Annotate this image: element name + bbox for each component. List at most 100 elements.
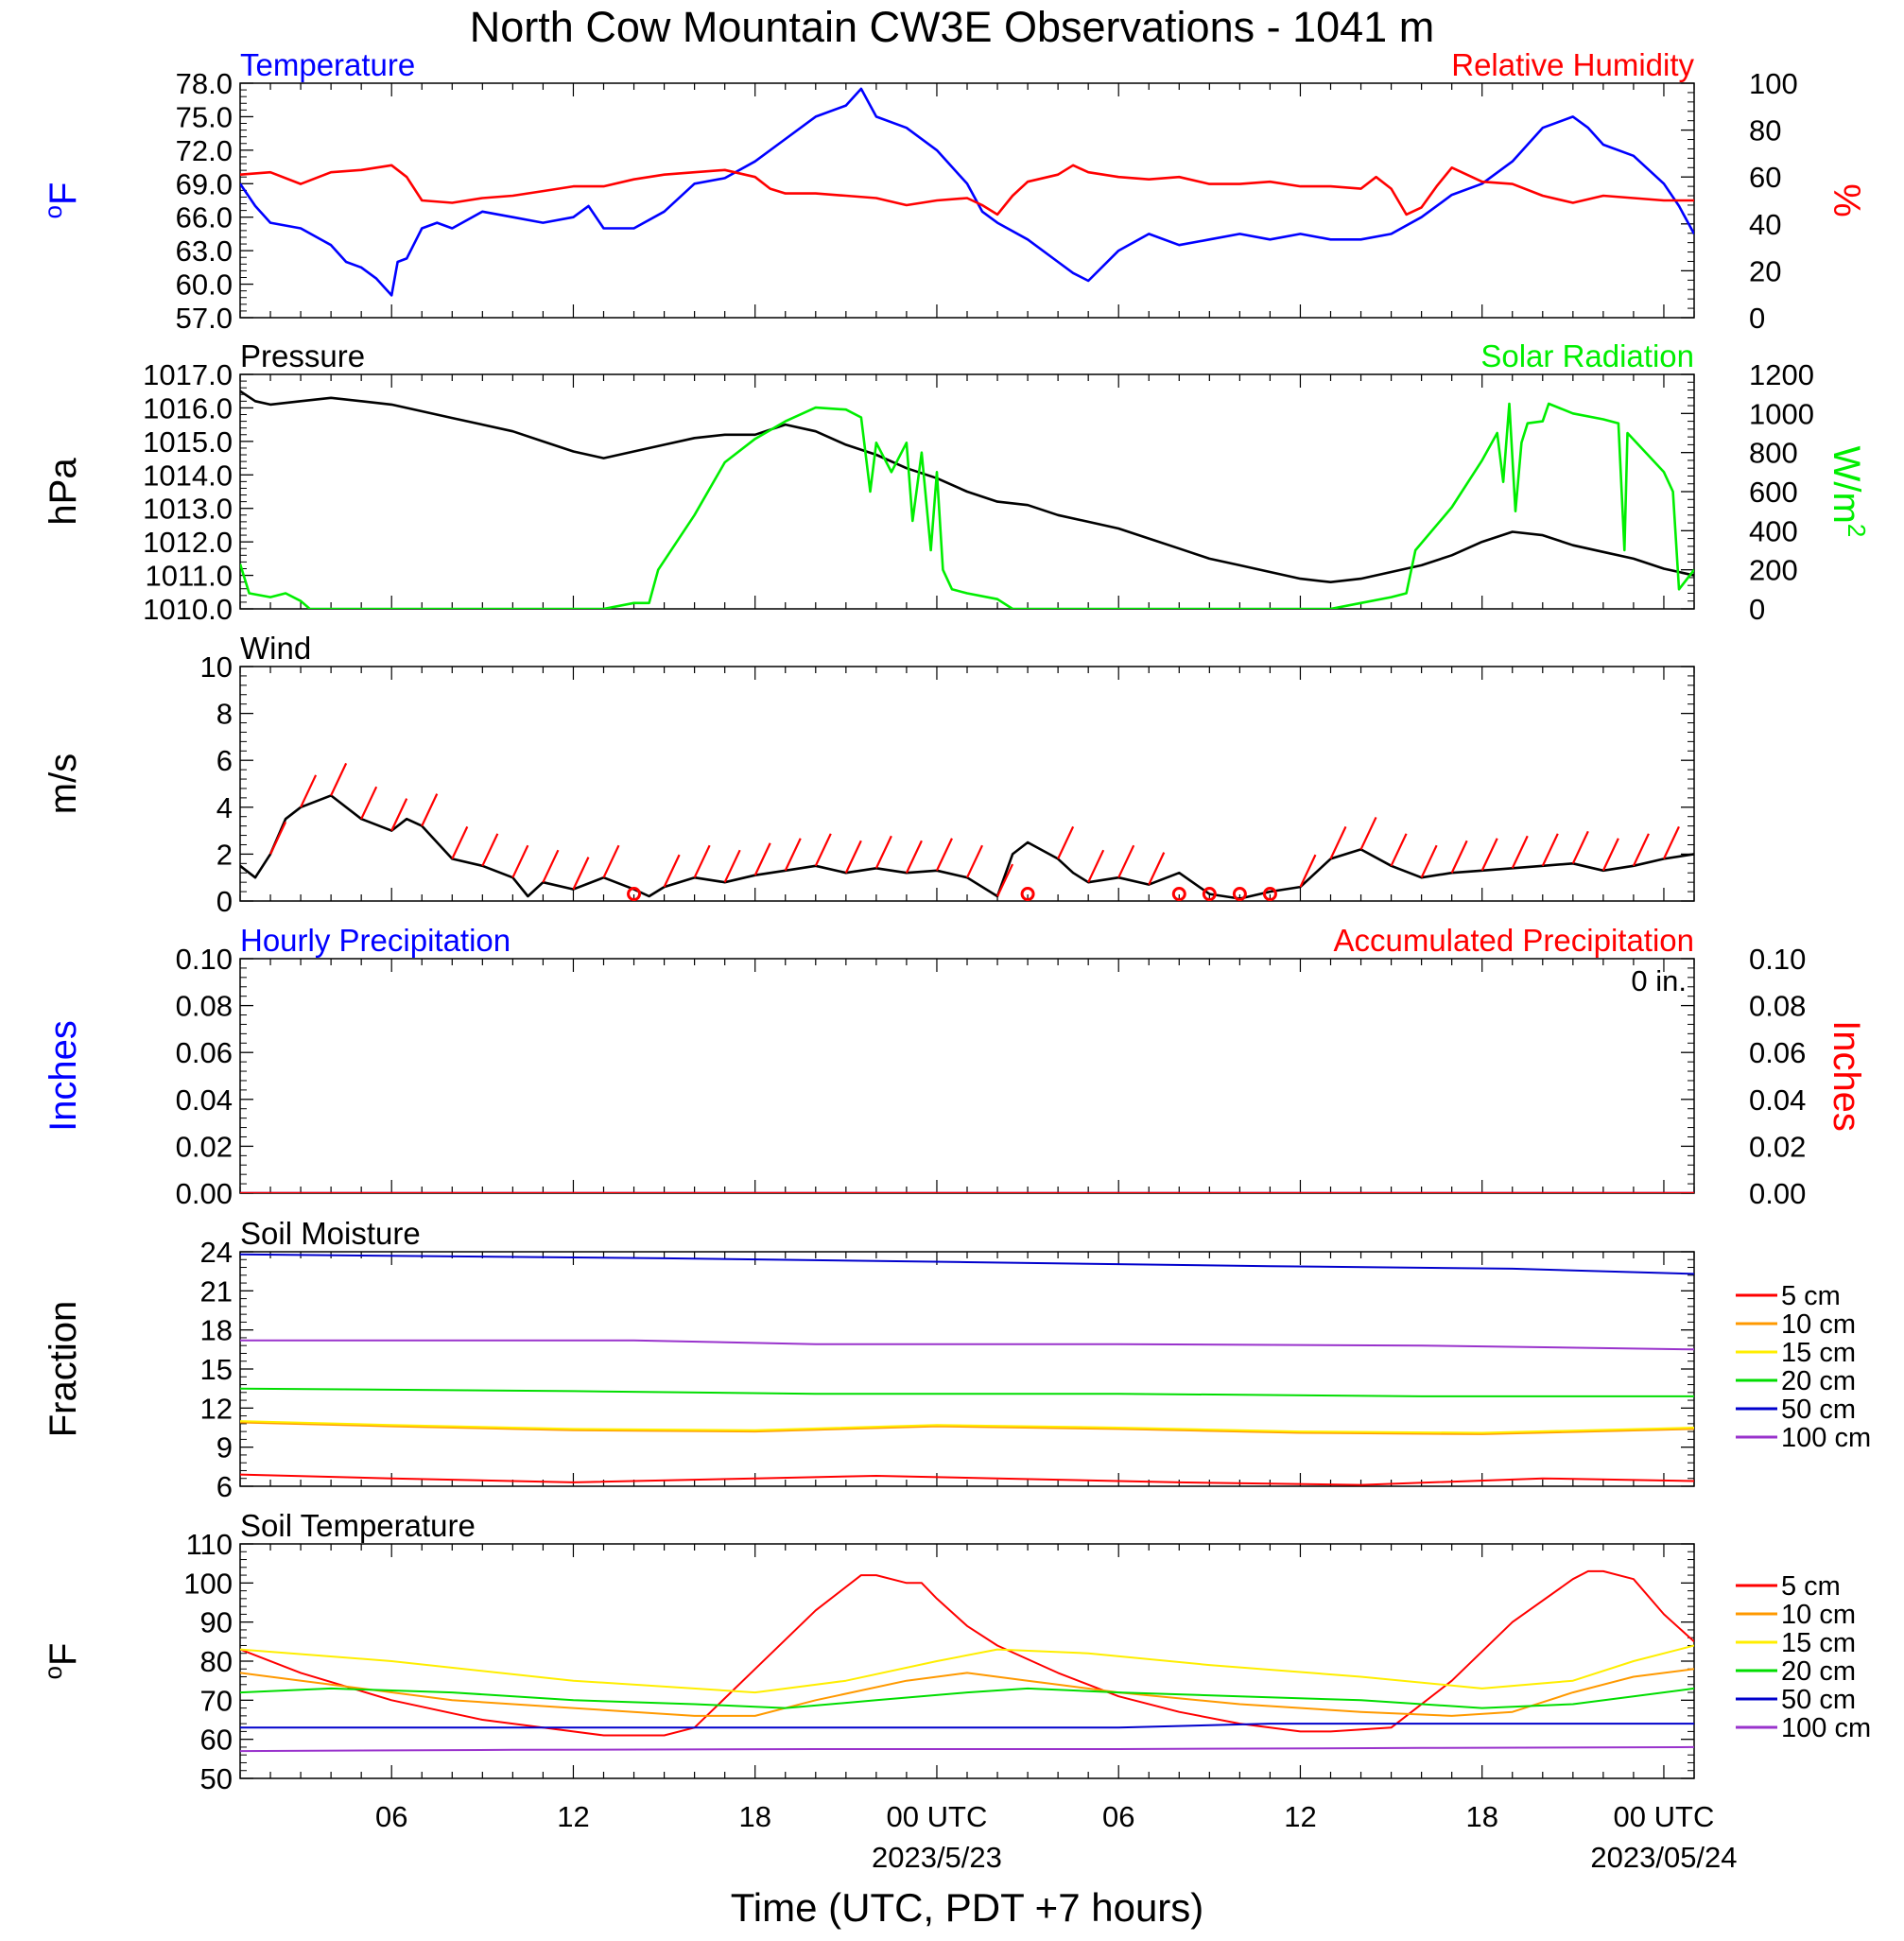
wind-barb bbox=[421, 793, 439, 827]
wind-barb bbox=[1148, 852, 1166, 886]
legend-label: 15 cm bbox=[1781, 1338, 1856, 1368]
y-tick-label: 0.10 bbox=[176, 943, 233, 976]
legend-label: 20 cm bbox=[1781, 1366, 1856, 1396]
x-tick-label: 00 UTC bbox=[887, 1800, 988, 1833]
wind-barb bbox=[1057, 825, 1075, 859]
wind-barb bbox=[451, 825, 469, 859]
wind-barb bbox=[542, 849, 560, 883]
y-right-tick-label: 80 bbox=[1749, 114, 1781, 147]
panel-right-title: Solar Radiation bbox=[1480, 338, 1694, 373]
y-tick-label: 9 bbox=[216, 1431, 233, 1464]
y-right-tick-label: 0.04 bbox=[1749, 1083, 1806, 1117]
y-tick-label: 24 bbox=[200, 1236, 233, 1269]
y-tick-label: 2 bbox=[216, 838, 233, 871]
y-axis-label: Inches bbox=[43, 1020, 84, 1132]
y-tick-label: 0.00 bbox=[176, 1177, 233, 1210]
plot-frame bbox=[239, 958, 1695, 1194]
series-line-d5 bbox=[240, 1473, 1694, 1486]
y-tick-label: 6 bbox=[216, 744, 233, 777]
wind-barb bbox=[481, 833, 499, 867]
wind-barb bbox=[572, 857, 590, 891]
x-date-label: 2023/5/23 bbox=[872, 1841, 1002, 1874]
y-right-tick-label: 40 bbox=[1749, 208, 1781, 241]
panel-temp_rh: 57.060.063.066.069.072.075.078.0 0 20 40 60 8… bbox=[39, 47, 1867, 335]
y-tick-label: 10 bbox=[200, 650, 233, 684]
y-tick-label: 1012.0 bbox=[143, 526, 233, 559]
legend-label: 50 cm bbox=[1781, 1395, 1856, 1425]
y-axis-label: hPa bbox=[43, 458, 84, 526]
y-tick-label: 72.0 bbox=[176, 134, 233, 167]
legend-label: 10 cm bbox=[1781, 1309, 1856, 1340]
series-line-d5 bbox=[240, 1569, 1694, 1737]
calm-wind-circle bbox=[1202, 887, 1217, 901]
y-right-tick-label: 1200 bbox=[1749, 358, 1814, 391]
y-axis-label: m/s bbox=[43, 754, 84, 814]
plot-frame bbox=[239, 82, 1695, 319]
degree-mark: o bbox=[39, 205, 67, 218]
series-line-pressure bbox=[240, 390, 1694, 583]
x-tick-label: 12 bbox=[557, 1800, 589, 1833]
wind-barb bbox=[844, 840, 862, 874]
calm-wind-circle bbox=[1020, 887, 1035, 901]
y-tick-label: 1015.0 bbox=[143, 425, 233, 459]
panel-left-title: Temperature bbox=[240, 47, 415, 82]
wind-barb bbox=[330, 762, 348, 796]
y-right-tick-label: 20 bbox=[1749, 254, 1781, 287]
series-line-d100 bbox=[240, 1745, 1694, 1753]
legend-label: 15 cm bbox=[1781, 1628, 1856, 1658]
y-tick-label: 1011.0 bbox=[145, 560, 233, 593]
wind-barb bbox=[300, 774, 318, 808]
wind-barb bbox=[663, 854, 681, 888]
wind-barb bbox=[1511, 835, 1529, 869]
wind-barb bbox=[1420, 844, 1438, 878]
y-tick-label: 110 bbox=[186, 1528, 233, 1561]
y-right-tick-label: 0.00 bbox=[1749, 1177, 1806, 1210]
x-tick-label: 06 bbox=[1102, 1800, 1134, 1833]
x-tick-label: 06 bbox=[375, 1800, 407, 1833]
y-tick-label: 60 bbox=[200, 1724, 233, 1757]
legend-label: 5 cm bbox=[1781, 1281, 1841, 1311]
y-right-tick-label: 600 bbox=[1749, 476, 1798, 509]
wind-barb bbox=[1299, 854, 1317, 888]
x-date-label: 2023/05/24 bbox=[1590, 1841, 1737, 1874]
y-tick-label: 0 bbox=[216, 885, 233, 918]
calm-wind-circle bbox=[1171, 887, 1186, 901]
y-tick-label: 0.06 bbox=[176, 1036, 233, 1069]
panel-left-title: Wind bbox=[240, 631, 311, 666]
y-right-tick-label: 200 bbox=[1749, 554, 1798, 587]
x-tick-label: 18 bbox=[738, 1800, 770, 1833]
wind-barb bbox=[511, 844, 529, 878]
y-tick-label: 0.02 bbox=[176, 1130, 233, 1163]
series-line-d15 bbox=[240, 1420, 1694, 1434]
y-tick-label: 0.08 bbox=[176, 990, 233, 1023]
y-tick-label: 60.0 bbox=[176, 269, 233, 302]
calm-wind-circle bbox=[627, 887, 642, 901]
series-line-d20 bbox=[240, 1387, 1694, 1397]
panel-left-title: Soil Moisture bbox=[240, 1216, 421, 1251]
y-right-tick-label: 0 bbox=[1749, 302, 1765, 335]
wind-barb bbox=[1541, 833, 1559, 867]
wind-barb bbox=[1480, 838, 1498, 872]
panel-left-title: Hourly Precipitation bbox=[240, 923, 511, 958]
y-axis-label: oF bbox=[39, 1643, 84, 1680]
unit-letter: F bbox=[43, 1643, 84, 1666]
y-tick-label: 57.0 bbox=[176, 302, 233, 335]
unit-exponent: 2 bbox=[1843, 524, 1871, 537]
y-tick-label: 18 bbox=[200, 1314, 233, 1347]
wind-barb bbox=[874, 835, 892, 869]
series-group bbox=[240, 762, 1694, 901]
wind-barb bbox=[693, 844, 711, 878]
calm-wind-circle bbox=[1262, 887, 1277, 901]
y-tick-label: 21 bbox=[200, 1274, 233, 1308]
series-line-temperature bbox=[240, 87, 1694, 297]
y-right-tick-label: 100 bbox=[1749, 67, 1798, 100]
wind-barb bbox=[996, 863, 1014, 897]
y-tick-label: 78.0 bbox=[176, 67, 233, 100]
y-right-axis-label: % bbox=[1826, 183, 1867, 217]
y-tick-label: 6 bbox=[216, 1470, 233, 1503]
wind-barb bbox=[1390, 833, 1408, 867]
series-line-d50 bbox=[240, 1723, 1694, 1729]
y-tick-label: 15 bbox=[200, 1353, 233, 1386]
